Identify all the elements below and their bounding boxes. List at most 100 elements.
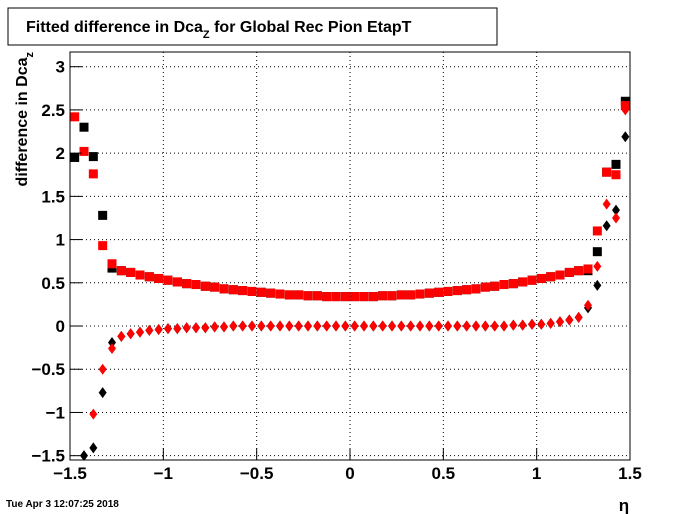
square-marker	[247, 286, 257, 296]
square-marker	[70, 152, 80, 162]
square-marker	[322, 292, 332, 302]
diamond-marker	[397, 320, 406, 332]
square-marker	[396, 290, 406, 300]
diamond-marker	[136, 326, 144, 338]
diamond-marker	[574, 311, 583, 323]
y-tick-label: −0.5	[31, 360, 65, 379]
square-marker	[471, 284, 481, 294]
diamond-marker	[528, 318, 536, 330]
square-marker	[303, 291, 313, 301]
diamond-marker	[518, 319, 527, 331]
square-marker	[387, 291, 397, 301]
diamond-marker	[509, 319, 518, 331]
ylabel-subscript: z	[24, 52, 36, 58]
diamond-marker	[313, 320, 322, 332]
square-marker	[406, 290, 416, 300]
square-marker	[98, 210, 108, 220]
diamond-marker	[612, 204, 620, 216]
y-axis-label: difference in Dcaz	[14, 52, 36, 187]
x-tick-label: 0	[345, 464, 354, 483]
square-marker	[508, 279, 518, 289]
diamond-marker	[266, 320, 275, 332]
square-marker	[172, 277, 182, 287]
square-marker	[88, 152, 98, 162]
x-axis-label: η	[619, 496, 629, 514]
diamond-marker	[276, 320, 284, 332]
diamond-marker	[565, 314, 574, 326]
diamond-marker	[304, 320, 312, 332]
square-marker	[527, 275, 537, 285]
y-tick-label: 0	[56, 317, 65, 336]
diamond-marker	[481, 320, 490, 332]
square-marker	[182, 279, 192, 289]
diamond-marker	[126, 328, 135, 340]
square-marker	[294, 290, 304, 300]
diamond-marker	[537, 318, 546, 330]
y-tick-label: 1.5	[41, 187, 65, 206]
square-marker	[238, 286, 248, 296]
diamond-marker	[257, 320, 266, 332]
diamond-marker	[434, 320, 443, 332]
diamond-marker	[89, 442, 98, 454]
diamond-marker	[444, 320, 452, 332]
square-marker	[79, 146, 89, 156]
square-marker	[611, 170, 621, 180]
diamond-marker	[621, 104, 630, 116]
square-marker	[228, 285, 238, 295]
diamond-marker	[145, 324, 154, 336]
square-marker	[480, 282, 490, 292]
diamond-marker	[612, 212, 620, 224]
diamond-marker	[556, 316, 564, 328]
diamond-marker	[602, 198, 611, 210]
diamond-marker	[546, 317, 555, 329]
diamond-marker	[425, 320, 434, 332]
diamond-marker	[378, 320, 387, 332]
diamond-marker	[332, 320, 340, 332]
square-marker	[592, 226, 602, 236]
square-marker	[611, 159, 621, 169]
square-marker	[340, 292, 350, 302]
square-marker	[312, 291, 322, 301]
square-marker	[350, 292, 360, 302]
square-marker	[462, 285, 472, 295]
diamond-marker	[117, 330, 126, 342]
diamond-marker	[593, 260, 602, 272]
square-marker	[555, 270, 565, 280]
square-marker	[331, 292, 341, 302]
diamond-marker	[89, 408, 98, 420]
square-marker	[70, 112, 80, 122]
square-marker	[490, 281, 500, 291]
diamond-marker	[229, 320, 238, 332]
diamond-marker	[490, 320, 499, 332]
square-marker	[107, 259, 117, 269]
square-marker	[200, 281, 210, 291]
diamond-marker	[182, 322, 191, 334]
diamond-marker	[602, 220, 611, 232]
square-marker	[434, 287, 444, 297]
diamond-marker	[220, 321, 228, 333]
chart-title: Fitted difference in DcaZ for Global Rec…	[26, 19, 412, 41]
timestamp: Tue Apr 3 12:07:25 2018	[6, 499, 119, 510]
square-marker	[564, 267, 574, 277]
square-marker	[219, 284, 229, 294]
square-marker	[574, 266, 584, 276]
square-marker	[154, 273, 164, 283]
square-marker	[98, 241, 108, 251]
diamond-marker	[462, 320, 471, 332]
square-marker	[163, 275, 173, 285]
square-marker	[210, 282, 220, 292]
square-marker	[536, 273, 546, 283]
square-marker	[583, 264, 593, 274]
diamond-marker	[388, 320, 396, 332]
title-box	[7, 7, 498, 46]
square-marker	[116, 266, 126, 276]
square-marker	[452, 286, 462, 296]
square-marker	[284, 290, 294, 300]
title-part: for Global Rec Pion EtapT	[210, 19, 412, 36]
square-marker	[359, 292, 369, 302]
square-marker	[424, 288, 434, 298]
diamond-marker	[406, 320, 415, 332]
diamond-marker	[360, 320, 368, 332]
square-marker	[275, 289, 285, 299]
diamond-marker	[472, 320, 480, 332]
